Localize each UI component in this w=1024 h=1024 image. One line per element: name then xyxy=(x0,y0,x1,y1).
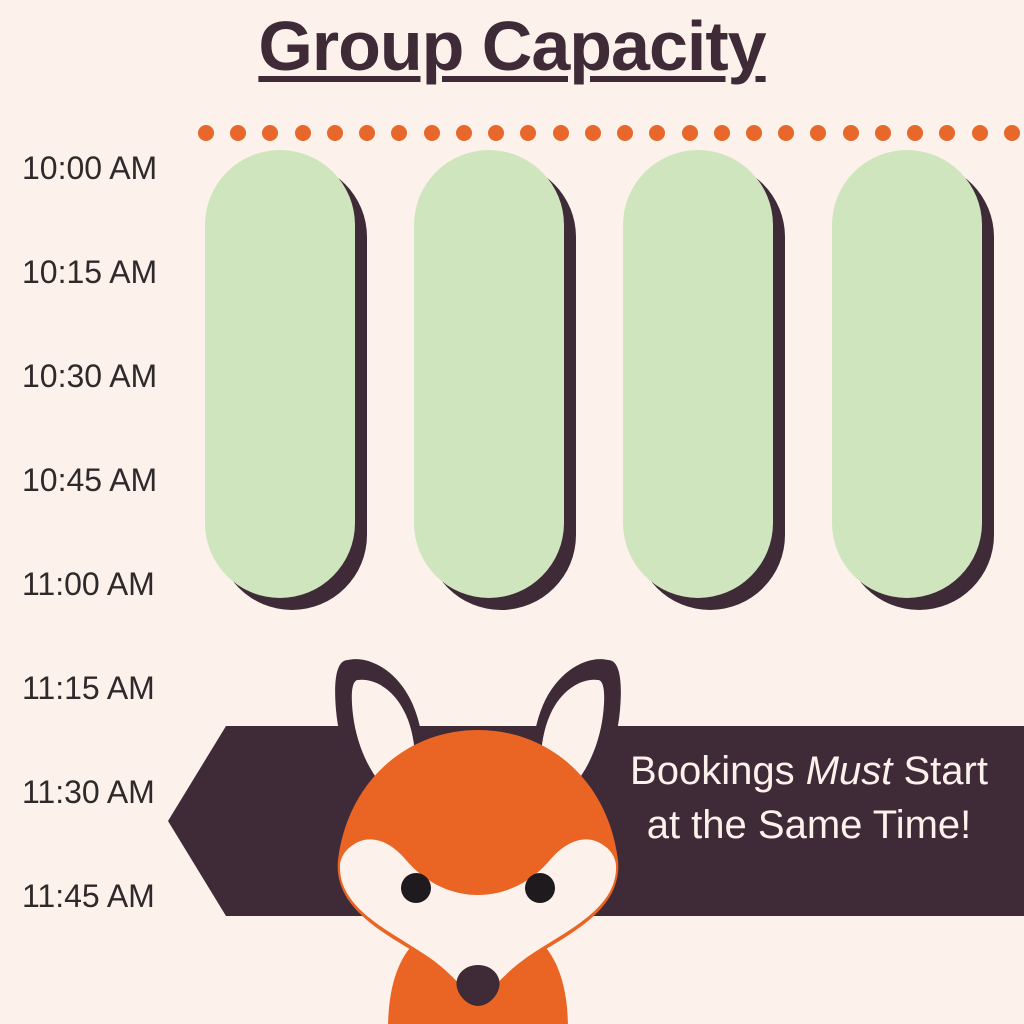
marker-dot xyxy=(875,125,891,141)
time-label: 11:30 AM xyxy=(22,740,157,844)
marker-dot xyxy=(553,125,569,141)
marker-dot xyxy=(424,125,440,141)
time-axis: 10:00 AM10:15 AM10:30 AM10:45 AM11:00 AM… xyxy=(22,116,157,948)
marker-dot xyxy=(972,125,988,141)
marker-dot xyxy=(520,125,536,141)
banner-text-emph: Must xyxy=(806,749,893,793)
marker-dot xyxy=(939,125,955,141)
marker-dot xyxy=(682,125,698,141)
marker-dot xyxy=(456,125,472,141)
marker-dot xyxy=(230,125,246,141)
time-label: 10:30 AM xyxy=(22,324,157,428)
marker-dot xyxy=(617,125,633,141)
marker-dot xyxy=(778,125,794,141)
capacity-slot xyxy=(832,150,982,598)
banner-text: Bookings Must Start at the Same Time! xyxy=(624,744,994,852)
marker-dot xyxy=(843,125,859,141)
marker-dot xyxy=(649,125,665,141)
time-label: 10:00 AM xyxy=(22,116,157,220)
time-label: 11:15 AM xyxy=(22,636,157,740)
marker-dot xyxy=(907,125,923,141)
marker-dot xyxy=(746,125,762,141)
fox-icon xyxy=(278,630,678,1024)
banner-arrow-left xyxy=(168,726,226,916)
time-label: 10:45 AM xyxy=(22,428,157,532)
start-time-marker-line xyxy=(198,125,1020,141)
marker-dot xyxy=(391,125,407,141)
page-title: Group Capacity xyxy=(0,6,1024,86)
marker-dot xyxy=(198,125,214,141)
marker-dot xyxy=(295,125,311,141)
marker-dot xyxy=(714,125,730,141)
marker-dot xyxy=(585,125,601,141)
marker-dot xyxy=(262,125,278,141)
time-label: 10:15 AM xyxy=(22,220,157,324)
marker-dot xyxy=(810,125,826,141)
time-label: 11:00 AM xyxy=(22,532,157,636)
marker-dot xyxy=(359,125,375,141)
marker-dot xyxy=(488,125,504,141)
marker-dot xyxy=(1004,125,1020,141)
capacity-slot xyxy=(414,150,564,598)
capacity-slot xyxy=(623,150,773,598)
marker-dot xyxy=(327,125,343,141)
time-label: 11:45 AM xyxy=(22,844,157,948)
capacity-slot xyxy=(205,150,355,598)
capacity-slots xyxy=(205,150,982,598)
